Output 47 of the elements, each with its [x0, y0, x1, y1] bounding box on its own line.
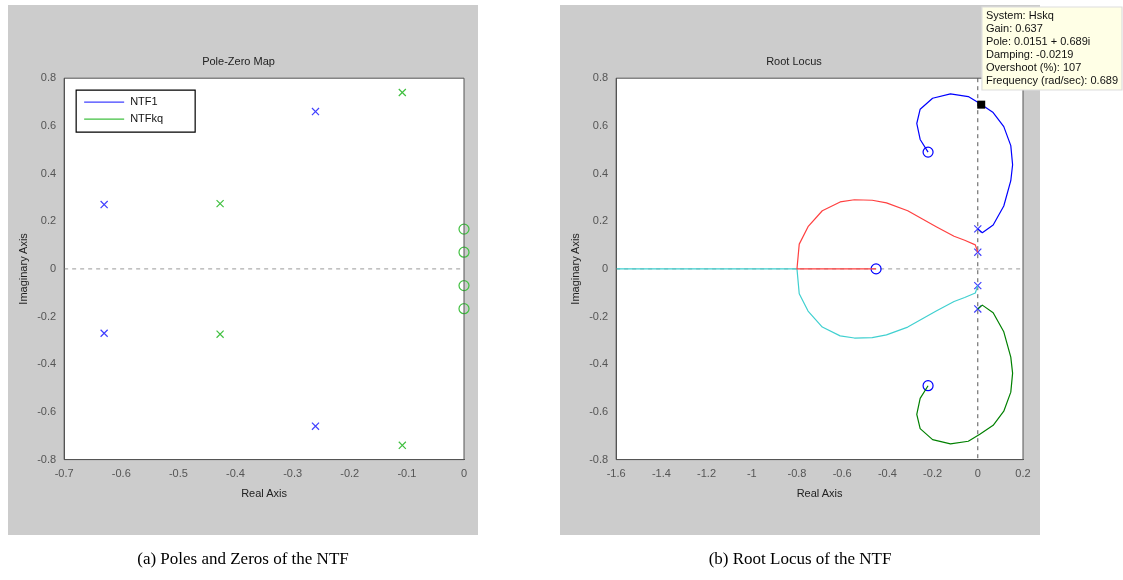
- x-tick-label: -1.4: [651, 467, 671, 480]
- y-tick-label: -0.8: [37, 452, 57, 465]
- y-tick-label: 0.8: [592, 71, 609, 84]
- y-tick-label: 0.6: [592, 118, 609, 131]
- y-tick-label: 0: [50, 261, 57, 274]
- legend-label: NTFkq: [130, 112, 164, 125]
- annotation: System: Hskq Gain: 0.637 Pole: 0.0151 + 0.689i Damping: -0.0219 Overshoot (%): 107 Frequency (rad/sec): 0.689: [985, 8, 1119, 86]
- x-tick-label: 0.2: [1015, 467, 1031, 480]
- y-tick-label: -0.4: [589, 357, 609, 370]
- x-tick-label: -0.7: [54, 467, 74, 480]
- y-tick-label: 0: [602, 261, 609, 274]
- y-tick-label: -0.2: [37, 309, 57, 322]
- x-tick-label: 0: [460, 467, 468, 480]
- x-tick-label: -0.4: [877, 467, 897, 480]
- y-tick-label: 0.4: [40, 166, 57, 179]
- y-tick-label: 0.2: [592, 214, 609, 227]
- y-tick-label: -0.6: [37, 404, 57, 417]
- x-axis-title: Real Axis: [241, 487, 288, 500]
- x-tick-label: -1: [746, 467, 757, 480]
- legend-label: NTF1: [130, 95, 158, 108]
- chart-title: Pole-Zero Map: [202, 54, 275, 67]
- x-tick-label: 0: [974, 467, 981, 480]
- x-tick-label: -0.6: [111, 467, 131, 480]
- y-tick-label: -0.8: [589, 452, 609, 465]
- x-tick-label: -0.1: [397, 467, 417, 480]
- x-tick-label: -0.5: [168, 467, 188, 480]
- x-tick-label: -0.4: [226, 467, 245, 480]
- text: (b) Root Locus of the NTF: [707, 549, 893, 569]
- x-tick-label: -0.3: [283, 467, 303, 480]
- x-tick-label: -0.8: [787, 467, 807, 480]
- y-tick-label: 0.4: [592, 166, 609, 179]
- text: (a) Poles and Zeros of the NTF: [136, 549, 350, 569]
- y-tick-label: 0.2: [40, 214, 57, 227]
- x-tick-label: -0.2: [340, 467, 360, 480]
- y-tick-label: -0.6: [589, 404, 609, 417]
- y-tick-label: 0.8: [40, 71, 57, 84]
- x-tick-label: -1.6: [606, 467, 626, 480]
- y-axis-title: Imaginary Axis: [568, 232, 581, 305]
- x-tick-label: -0.2: [923, 467, 943, 480]
- y-tick-label: -0.2: [589, 309, 609, 322]
- y-axis-title: Imaginary Axis: [16, 232, 29, 305]
- chart-title: Root Locus: [766, 54, 823, 67]
- x-axis-title: Real Axis: [796, 487, 843, 500]
- y-tick-label: 0.6: [40, 118, 57, 131]
- x-tick-label: -0.6: [832, 467, 852, 480]
- y-tick-label: -0.4: [37, 357, 57, 370]
- x-tick-label: -1.2: [697, 467, 717, 480]
